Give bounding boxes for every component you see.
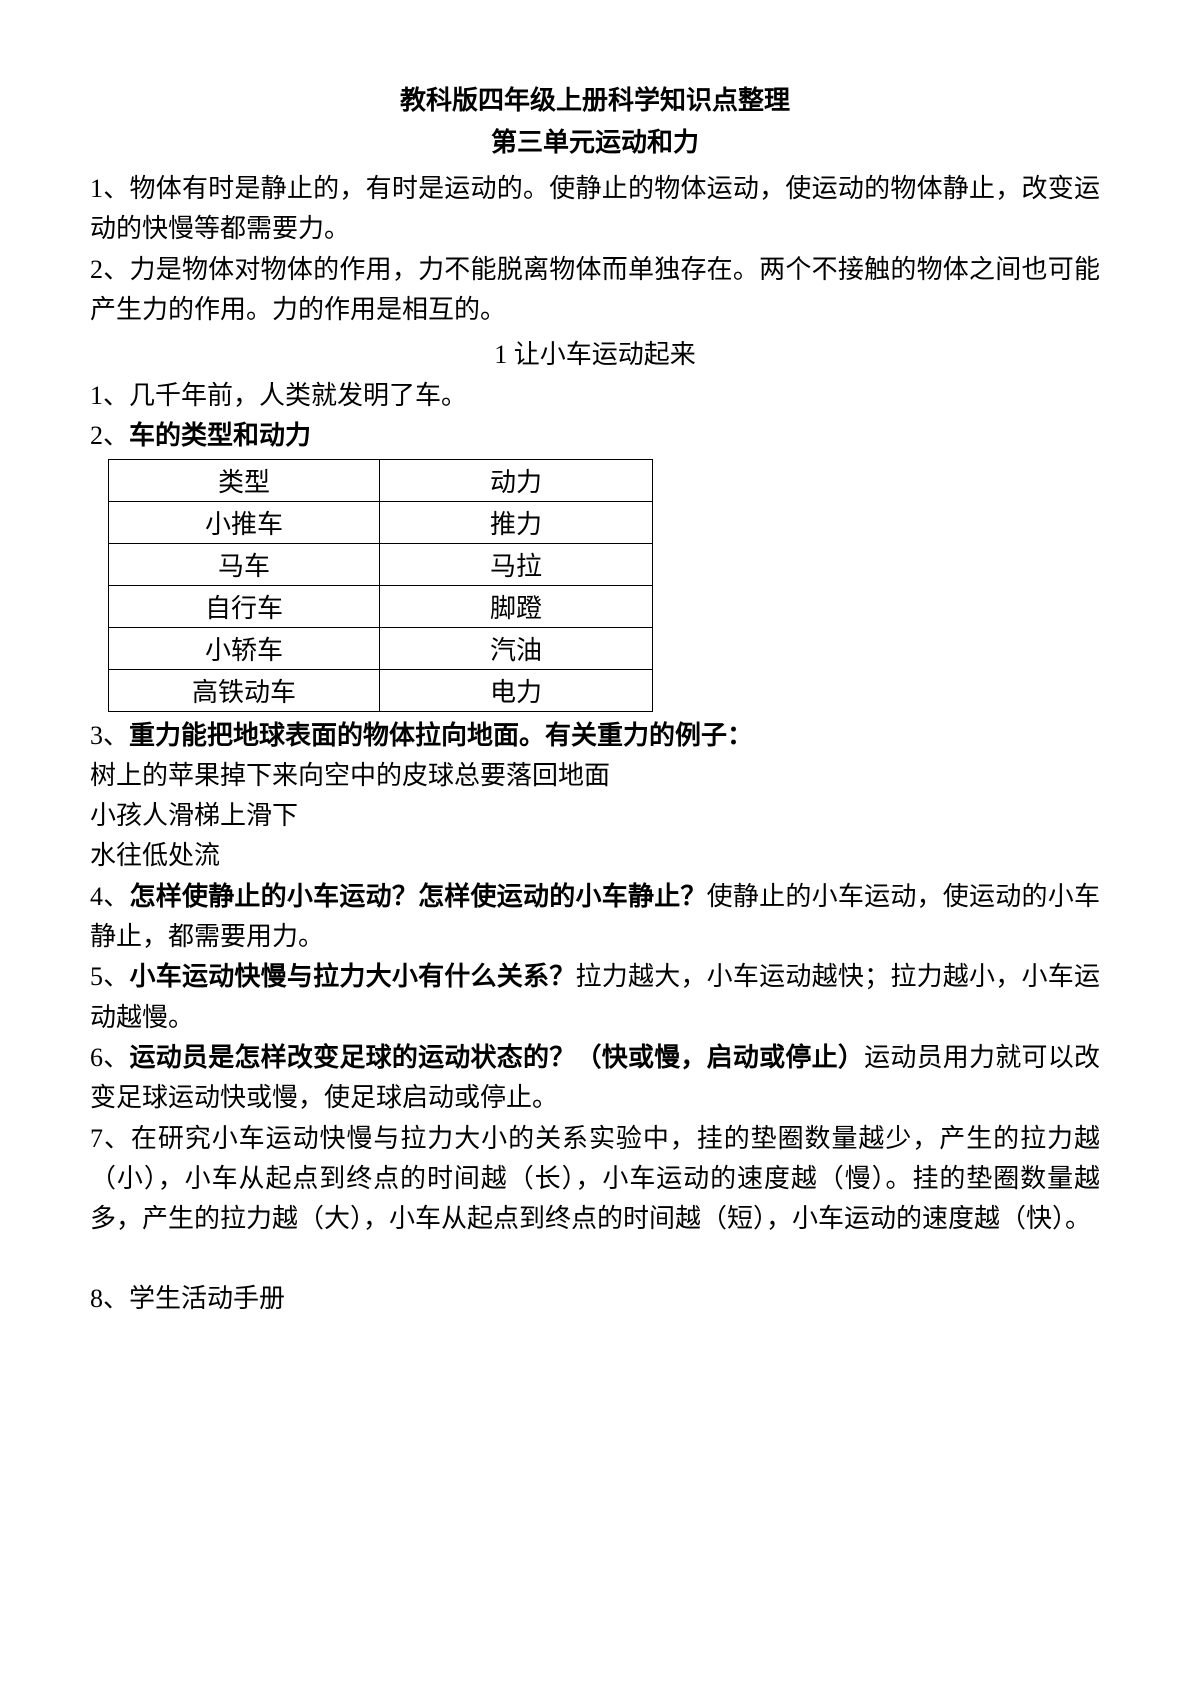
vehicle-power-table: 类型 动力 小推车 推力 马车 马拉 自行车 脚蹬 小轿车 汽油 高铁动车 电力	[108, 459, 653, 712]
table-cell-type: 高铁动车	[109, 669, 380, 711]
point-3-heading: 3、重力能把地球表面的物体拉向地面。有关重力的例子：	[90, 716, 1100, 756]
point-3-bold: 重力能把地球表面的物体拉向地面。有关重力的例子：	[129, 721, 753, 750]
table-row: 马车 马拉	[109, 543, 653, 585]
document-title: 教科版四年级上册科学知识点整理	[90, 80, 1100, 122]
table-header-power: 动力	[380, 459, 653, 501]
table-row: 高铁动车 电力	[109, 669, 653, 711]
table-cell-type: 小轿车	[109, 627, 380, 669]
spacer	[90, 1239, 1100, 1279]
intro-paragraph-2: 2、力是物体对物体的作用，力不能脱离物体而单独存在。两个不接触的物体之间也可能产…	[90, 250, 1100, 331]
table-cell-power: 汽油	[380, 627, 653, 669]
table-row: 小轿车 汽油	[109, 627, 653, 669]
table-cell-power: 电力	[380, 669, 653, 711]
point-6-bold: 运动员是怎样改变足球的运动状态的？（快或慢，启动或停止）	[129, 1043, 864, 1072]
point-7: 7、在研究小车运动快慢与拉力大小的关系实验中，挂的垫圈数量越少，产生的拉力越（小…	[90, 1119, 1100, 1240]
section-1-title: 1 让小车运动起来	[90, 334, 1100, 376]
table-header-type: 类型	[109, 459, 380, 501]
table-cell-type: 小推车	[109, 501, 380, 543]
table-cell-power: 脚蹬	[380, 585, 653, 627]
point-3-example-3: 水往低处流	[90, 836, 1100, 876]
point-4-prefix: 4、	[90, 882, 129, 911]
table-cell-power: 马拉	[380, 543, 653, 585]
point-3-example-2: 小孩人滑梯上滑下	[90, 796, 1100, 836]
point-6-prefix: 6、	[90, 1043, 129, 1072]
point-8: 8、学生活动手册	[90, 1279, 1100, 1319]
point-5: 5、小车运动快慢与拉力大小有什么关系？拉力越大，小车运动越快；拉力越小，小车运动…	[90, 957, 1100, 1038]
unit-title: 第三单元运动和力	[90, 122, 1100, 164]
point-4: 4、怎样使静止的小车运动？怎样使运动的小车静止？使静止的小车运动，使运动的小车静…	[90, 877, 1100, 958]
point-4-bold: 怎样使静止的小车运动？怎样使运动的小车静止？	[129, 882, 706, 911]
table-row: 自行车 脚蹬	[109, 585, 653, 627]
table-cell-power: 推力	[380, 501, 653, 543]
point-5-prefix: 5、	[90, 962, 129, 991]
document-page: 教科版四年级上册科学知识点整理 第三单元运动和力 1、物体有时是静止的，有时是运…	[0, 0, 1190, 1684]
table-cell-type: 自行车	[109, 585, 380, 627]
table-header-row: 类型 动力	[109, 459, 653, 501]
table-cell-type: 马车	[109, 543, 380, 585]
point-3-prefix: 3、	[90, 721, 129, 750]
point-2-prefix: 2、	[90, 421, 129, 450]
intro-paragraph-1: 1、物体有时是静止的，有时是运动的。使静止的物体运动，使运动的物体静止，改变运动…	[90, 169, 1100, 250]
point-6: 6、运动员是怎样改变足球的运动状态的？（快或慢，启动或停止）运动员用力就可以改变…	[90, 1038, 1100, 1119]
point-2-bold: 车的类型和动力	[129, 421, 311, 450]
section-1-point-2: 2、车的类型和动力	[90, 416, 1100, 456]
point-5-bold: 小车运动快慢与拉力大小有什么关系？	[129, 962, 575, 991]
section-1-point-1: 1、几千年前，人类就发明了车。	[90, 376, 1100, 416]
table-row: 小推车 推力	[109, 501, 653, 543]
point-3-example-1: 树上的苹果掉下来向空中的皮球总要落回地面	[90, 756, 1100, 796]
